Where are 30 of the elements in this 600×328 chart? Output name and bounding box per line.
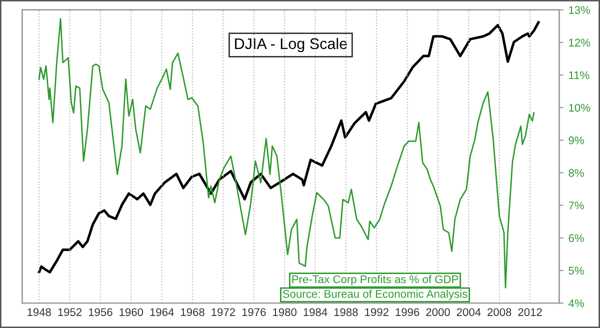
y2-tick-label: 10% — [569, 104, 590, 112]
y2-tick-label: 11% — [569, 71, 590, 80]
x-tick-label: 1980 — [273, 308, 296, 316]
y2-tick-label: 7% — [568, 202, 584, 210]
x-tick-label: 2008 — [488, 308, 512, 316]
x-tick-label: 1968 — [180, 308, 204, 316]
x-tick-label: 1976 — [242, 308, 266, 316]
x-tick-label: 1948 — [28, 308, 51, 316]
y2-tick-label: 13% — [569, 6, 590, 14]
x-tick-label: 1956 — [88, 308, 112, 316]
y2-tick-label: 8% — [568, 169, 584, 177]
x-tick-label: 1984 — [304, 308, 328, 316]
x-tick-label: 1972 — [212, 308, 235, 316]
series-label: Pre-Tax Corp Profits as % of GDP — [292, 275, 458, 286]
y2-tick-label: 6% — [568, 234, 584, 242]
x-tick-label: 1996 — [396, 308, 420, 316]
x-tick-label: 2012 — [518, 308, 542, 316]
x-tick-label: 1952 — [58, 308, 82, 316]
x-tick-label: 1992 — [365, 308, 388, 316]
text: DJIA - Log Scale — [235, 38, 347, 52]
y2-tick-label: 5% — [568, 266, 584, 275]
x-tick-label: 2004 — [456, 308, 481, 316]
x-tick-label: 1960 — [120, 308, 144, 316]
x-tick-label: 1964 — [150, 308, 174, 316]
annotation: Source: Bureau of Economic Analysis — [282, 290, 468, 300]
y2-tick-label: 12% — [569, 38, 590, 47]
x-tick-label: 1988 — [334, 308, 358, 316]
y2-tick-label: 4% — [568, 299, 584, 308]
x-tick-label: 2000 — [426, 308, 450, 316]
y2-tick-label: 9% — [568, 136, 584, 144]
